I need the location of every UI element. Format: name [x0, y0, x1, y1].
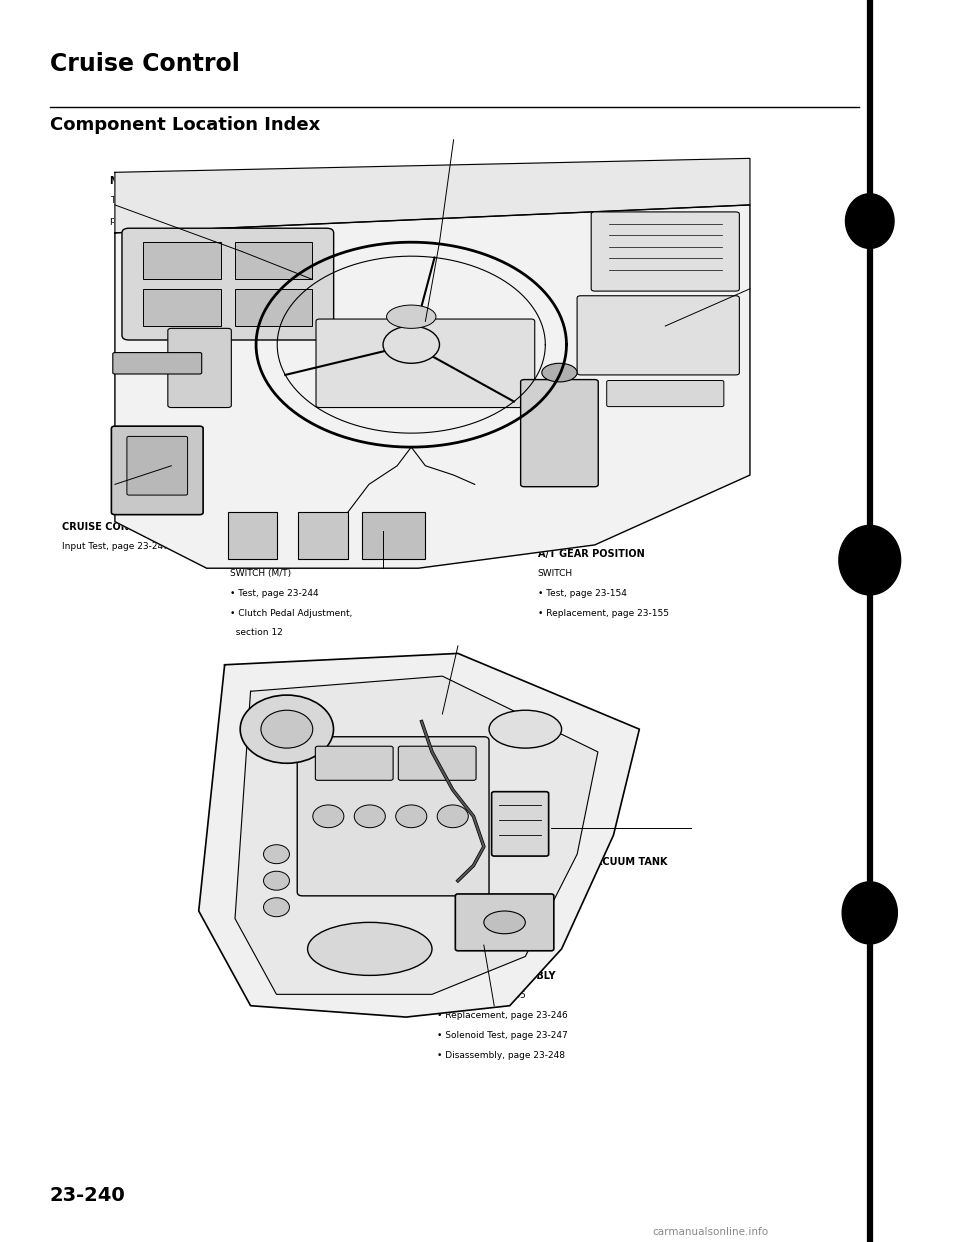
Text: ACTUATOR ASSEMBLY: ACTUATOR ASSEMBLY	[437, 971, 555, 981]
FancyBboxPatch shape	[577, 296, 739, 375]
Polygon shape	[199, 653, 639, 1017]
Text: CLUTCH: CLUTCH	[230, 549, 274, 559]
Ellipse shape	[484, 912, 525, 934]
FancyBboxPatch shape	[168, 328, 231, 407]
Circle shape	[261, 710, 313, 748]
FancyBboxPatch shape	[455, 894, 554, 951]
Circle shape	[313, 805, 344, 827]
Text: page 23-242: page 23-242	[110, 216, 167, 225]
Text: • Replacement, page 23-155: • Replacement, page 23-155	[538, 609, 668, 617]
Text: Adjustment, page 23-246: Adjustment, page 23-246	[437, 774, 552, 782]
Text: BRAKE SWITCH: BRAKE SWITCH	[278, 478, 362, 488]
Bar	[235, 242, 312, 279]
Text: Input Test, page 23-240: Input Test, page 23-240	[62, 542, 169, 550]
Text: • Disassembly, page 23-248: • Disassembly, page 23-248	[437, 1051, 564, 1059]
Text: Test/Replacement,: Test/Replacement,	[619, 373, 703, 381]
Bar	[143, 289, 221, 325]
Circle shape	[396, 805, 427, 827]
Circle shape	[437, 805, 468, 827]
FancyBboxPatch shape	[607, 380, 724, 406]
Polygon shape	[842, 882, 898, 944]
Text: • Clutch Pedal Adjustment,: • Clutch Pedal Adjustment,	[230, 609, 352, 617]
Polygon shape	[115, 205, 750, 568]
Text: • Test, page 23-244: • Test, page 23-244	[278, 498, 367, 507]
Polygon shape	[235, 676, 598, 995]
Ellipse shape	[307, 923, 432, 975]
FancyBboxPatch shape	[111, 426, 204, 514]
FancyBboxPatch shape	[492, 791, 549, 856]
Text: CRUISE CONTROL UNIT: CRUISE CONTROL UNIT	[62, 522, 187, 532]
Bar	[362, 512, 425, 559]
Text: • Solenoid Test, page 23-247: • Solenoid Test, page 23-247	[437, 1031, 567, 1040]
Polygon shape	[115, 159, 750, 233]
Circle shape	[240, 696, 333, 764]
Ellipse shape	[541, 363, 577, 383]
Circle shape	[383, 325, 440, 363]
FancyBboxPatch shape	[398, 746, 476, 780]
Circle shape	[263, 871, 290, 891]
Text: CABLE REEL: CABLE REEL	[437, 176, 502, 186]
Text: MAIN SWITCH: MAIN SWITCH	[110, 176, 186, 186]
Text: ACTUATOR CABLE: ACTUATOR CABLE	[437, 754, 534, 764]
FancyBboxPatch shape	[591, 212, 739, 291]
Text: SWITCH: SWITCH	[538, 569, 573, 578]
Ellipse shape	[387, 306, 436, 328]
Text: • Test, page 23-244: • Test, page 23-244	[230, 589, 319, 597]
Polygon shape	[846, 194, 894, 248]
Text: carmanualsonline.info: carmanualsonline.info	[653, 1227, 769, 1237]
FancyBboxPatch shape	[122, 229, 334, 340]
Text: Component Location Index: Component Location Index	[50, 116, 321, 134]
FancyBboxPatch shape	[112, 353, 202, 374]
Text: A/T GEAR POSITION: A/T GEAR POSITION	[538, 549, 644, 559]
Bar	[228, 512, 277, 559]
FancyBboxPatch shape	[316, 319, 535, 407]
Text: Cruise Control: Cruise Control	[50, 52, 240, 76]
FancyBboxPatch shape	[298, 737, 489, 895]
Text: • Pedal Height Adjustment,: • Pedal Height Adjustment,	[278, 518, 402, 527]
FancyBboxPatch shape	[520, 380, 598, 487]
FancyBboxPatch shape	[127, 436, 187, 496]
Text: SWITCH (M/T): SWITCH (M/T)	[230, 569, 292, 578]
Text: Replacement, section 24: Replacement, section 24	[437, 196, 549, 205]
FancyBboxPatch shape	[315, 746, 394, 780]
Bar	[299, 512, 348, 559]
Polygon shape	[839, 525, 900, 595]
Circle shape	[263, 845, 290, 863]
Text: VACUUM TANK: VACUUM TANK	[588, 857, 668, 867]
Circle shape	[263, 898, 290, 917]
Text: 23-240: 23-240	[50, 1186, 126, 1205]
Text: SET/RESUME SWITCH: SET/RESUME SWITCH	[619, 353, 735, 363]
Text: section 12: section 12	[230, 628, 283, 637]
Circle shape	[354, 805, 385, 827]
Text: • Test, page 23-154: • Test, page 23-154	[538, 589, 627, 597]
Text: Test/Replacement,: Test/Replacement,	[110, 196, 194, 205]
Text: • Replacement, page 23-246: • Replacement, page 23-246	[437, 1011, 567, 1020]
Text: • Test, page 23-245: • Test, page 23-245	[437, 991, 525, 1000]
Ellipse shape	[489, 710, 562, 748]
Bar	[235, 289, 312, 325]
Text: page 23-242: page 23-242	[619, 392, 676, 401]
Text: section 19: section 19	[278, 538, 331, 546]
Bar	[143, 242, 221, 279]
